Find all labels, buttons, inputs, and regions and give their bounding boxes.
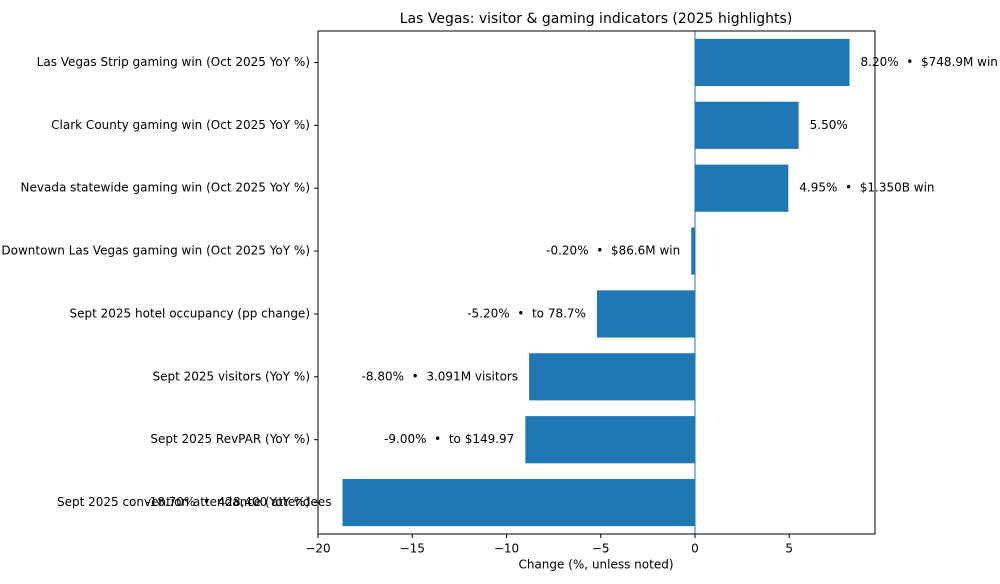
value-label: 4.95% • $1.350B win bbox=[799, 181, 934, 195]
x-tick-label: 0 bbox=[691, 542, 699, 556]
bar bbox=[525, 416, 695, 464]
value-label: 5.50% bbox=[810, 118, 848, 132]
y-tick-label: Nevada statewide gaming win (Oct 2025 Yo… bbox=[21, 181, 310, 195]
value-label: -8.80% • 3.091M visitors bbox=[362, 369, 519, 383]
value-label: -9.00% • to $149.97 bbox=[384, 432, 514, 446]
x-tick-label: −5 bbox=[592, 542, 610, 556]
x-axis-label: Change (%, unless noted) bbox=[518, 558, 673, 572]
bar bbox=[694, 38, 850, 87]
y-tick-label: Sept 2025 hotel occupancy (pp change) bbox=[70, 306, 310, 320]
y-tick-label: Sept 2025 visitors (YoY %) bbox=[152, 369, 310, 383]
bar bbox=[342, 478, 695, 527]
chart-title: Las Vegas: visitor & gaming indicators (… bbox=[400, 11, 793, 27]
y-tick-label: Clark County gaming win (Oct 2025 YoY %) bbox=[51, 118, 310, 132]
y-tick-label: Sept 2025 convention attendance (YoY %) bbox=[57, 495, 310, 509]
bar bbox=[596, 290, 695, 338]
x-tick-label: −10 bbox=[494, 542, 519, 556]
bar bbox=[529, 353, 695, 401]
y-tick-label: Las Vegas Strip gaming win (Oct 2025 YoY… bbox=[37, 55, 310, 69]
x-tick-label: 5 bbox=[785, 542, 793, 556]
value-label: -5.20% • to 78.7% bbox=[467, 306, 586, 320]
bar bbox=[694, 101, 799, 149]
plot-frame bbox=[317, 30, 876, 535]
value-label: -0.20% • $86.6M win bbox=[546, 244, 680, 258]
y-tick-label: Downtown Las Vegas gaming win (Oct 2025 … bbox=[1, 244, 310, 258]
value-label: -18.70% • 428,400 attendees bbox=[145, 495, 331, 509]
value-label: 8.20% • $748.9M win bbox=[861, 55, 998, 69]
x-tick-label: −20 bbox=[305, 542, 330, 556]
x-tick-label: −15 bbox=[400, 542, 425, 556]
bar bbox=[694, 164, 789, 212]
y-tick-label: Sept 2025 RevPAR (YoY %) bbox=[150, 432, 310, 446]
bar bbox=[691, 227, 695, 275]
